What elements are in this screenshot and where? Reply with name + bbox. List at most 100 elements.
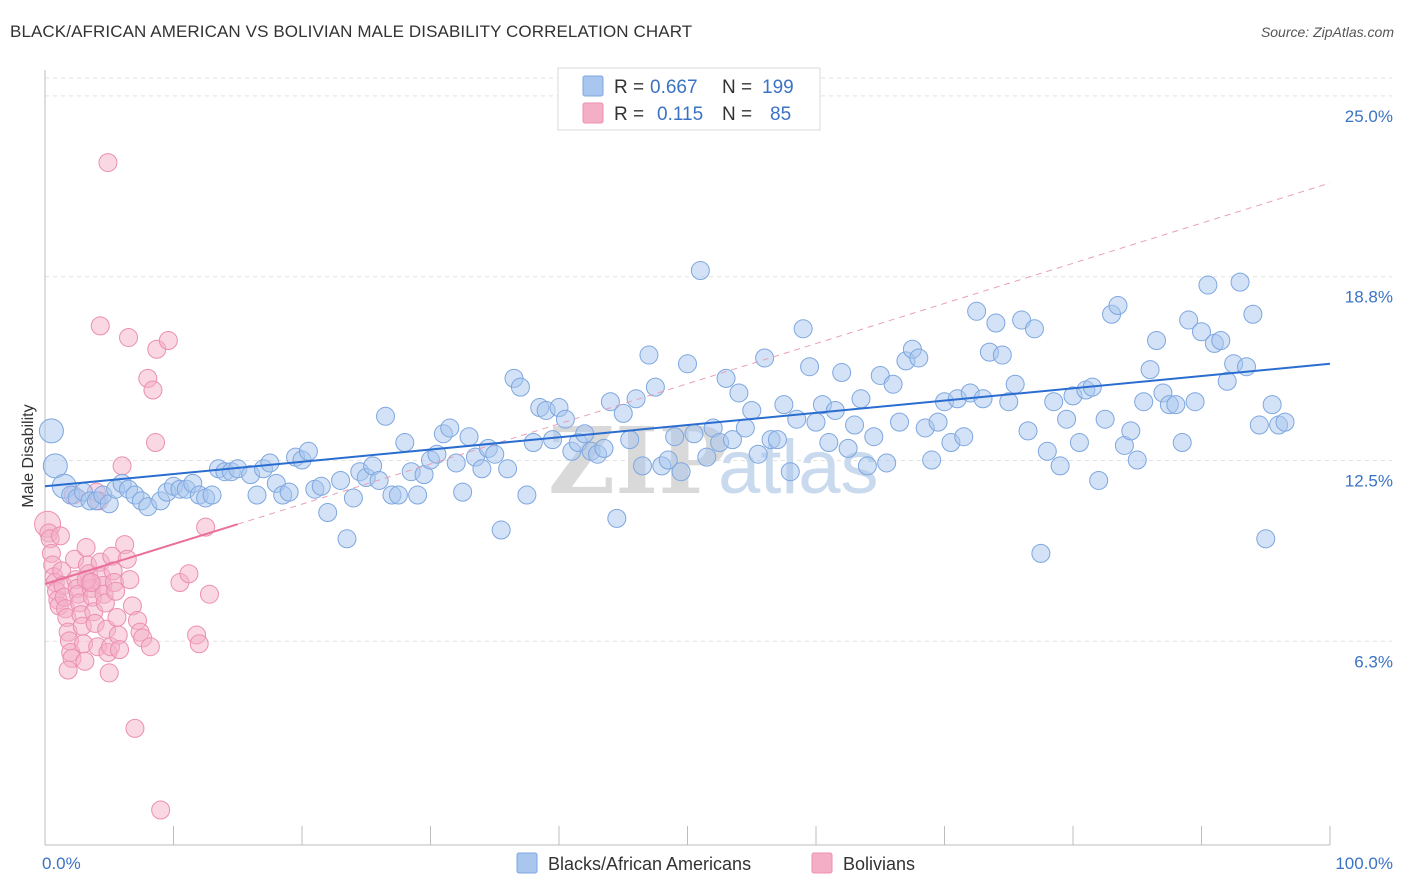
blacks-point <box>626 389 646 409</box>
bolivians-point <box>98 153 118 173</box>
blacks-point <box>742 400 762 420</box>
blacks-point <box>1249 415 1269 435</box>
blacks-point <box>337 529 357 549</box>
blacks-point <box>639 345 659 365</box>
blacks-point <box>729 383 749 403</box>
blacks-point <box>665 427 685 447</box>
blacks-point <box>1166 395 1186 415</box>
y-tick-label-2: 18.8% <box>1345 288 1393 307</box>
blacks-point <box>1134 392 1154 412</box>
blacks-point <box>279 482 299 502</box>
blacks-point <box>735 418 755 438</box>
bolivians-point <box>50 526 70 546</box>
bolivians-point <box>99 663 119 683</box>
bolivians-point <box>107 608 127 628</box>
bolivians-trend-line <box>44 523 239 585</box>
blacks-point <box>819 433 839 453</box>
axes <box>44 70 1331 846</box>
blacks-point <box>491 520 511 540</box>
blacks-point <box>838 438 858 458</box>
blacks-point <box>967 301 987 321</box>
blacks-point <box>678 354 697 374</box>
blacks-point <box>722 430 742 450</box>
bolivians-point <box>196 517 216 537</box>
blacks-point <box>260 453 280 473</box>
bolivians-point <box>58 660 78 680</box>
chart-title: BLACK/AFRICAN AMERICAN VS BOLIVIAN MALE … <box>10 22 693 41</box>
trend-lines <box>44 182 1331 585</box>
x-tick-label-1: 100.0% <box>1335 854 1393 873</box>
blacks-point <box>408 485 428 505</box>
bolivians-point <box>90 316 110 336</box>
bolivians-point <box>120 570 140 590</box>
bolivians-point <box>106 581 126 601</box>
bottom-legend-swatch-blue <box>516 852 538 874</box>
bolivians-point <box>112 456 132 476</box>
blacks-point <box>1057 409 1077 429</box>
bolivians-point <box>125 718 145 738</box>
legend-n-value-1: 199 <box>762 77 794 98</box>
blacks-point <box>543 430 563 450</box>
blacks-point <box>1121 421 1141 441</box>
blacks-point <box>1005 374 1025 394</box>
bolivians-point <box>179 564 199 584</box>
blacks-point <box>202 485 222 505</box>
blacks-point <box>671 462 691 482</box>
blacks-point <box>684 424 704 444</box>
blacks-point <box>459 427 479 447</box>
blacks-point <box>755 348 775 368</box>
blacks-point <box>376 406 396 426</box>
bottom-legend: Blacks/African Americans Bolivians <box>516 852 915 874</box>
blacks-point <box>645 377 665 397</box>
y-tick-label-3: 25.0% <box>1345 107 1393 126</box>
blacks-point <box>1018 421 1038 441</box>
blacks-point <box>633 456 653 476</box>
bolivians-point <box>110 640 130 660</box>
blacks-point <box>716 368 736 388</box>
bolivians-trend-extension <box>237 182 1331 525</box>
legend-swatch-blue <box>582 75 604 97</box>
blacks-point <box>806 412 826 432</box>
bolivians-point <box>143 380 163 400</box>
blacks-point <box>331 470 351 490</box>
blacks-point <box>395 433 415 453</box>
legend-r-value-1: 0.667 <box>650 77 698 98</box>
blacks-point <box>748 444 768 464</box>
blacks-trend-line <box>44 362 1331 488</box>
legend-r-value-2: 0.115 <box>657 104 703 125</box>
legend-n-value-2: 85 <box>770 104 791 125</box>
blacks-point <box>690 260 710 280</box>
blacks-point <box>1172 433 1192 453</box>
blacks-point <box>1037 441 1057 461</box>
y-tick-label-0: 6.3% <box>1354 652 1393 671</box>
blacks-point <box>1198 275 1218 295</box>
blacks-point <box>1275 412 1295 432</box>
legend-swatch-pink <box>582 102 604 124</box>
blacks-point <box>864 427 884 447</box>
blacks-point <box>247 485 267 505</box>
blacks-point <box>1095 409 1115 429</box>
blacks-point <box>800 357 820 377</box>
blacks-point <box>793 319 813 339</box>
blacks-point <box>1262 395 1282 415</box>
blacks-point <box>1108 295 1128 315</box>
bolivians-point <box>119 328 139 348</box>
blacks-point <box>1243 304 1263 324</box>
blacks-points <box>38 260 1295 563</box>
blacks-point <box>845 415 865 435</box>
blacks-point <box>1192 322 1211 342</box>
blacks-point <box>1230 272 1250 292</box>
blacks-point <box>999 392 1019 412</box>
blacks-point <box>1217 371 1237 391</box>
legend-n-label-1: N = <box>722 77 752 98</box>
legend-r-label-1: R = <box>614 77 644 98</box>
blacks-point <box>298 441 318 461</box>
blacks-point <box>620 430 640 450</box>
blacks-point <box>992 345 1012 365</box>
blacks-point <box>877 453 897 473</box>
blacks-point <box>909 348 929 368</box>
blacks-point <box>1256 529 1276 549</box>
blacks-point <box>498 459 518 479</box>
blacks-point <box>38 418 64 444</box>
